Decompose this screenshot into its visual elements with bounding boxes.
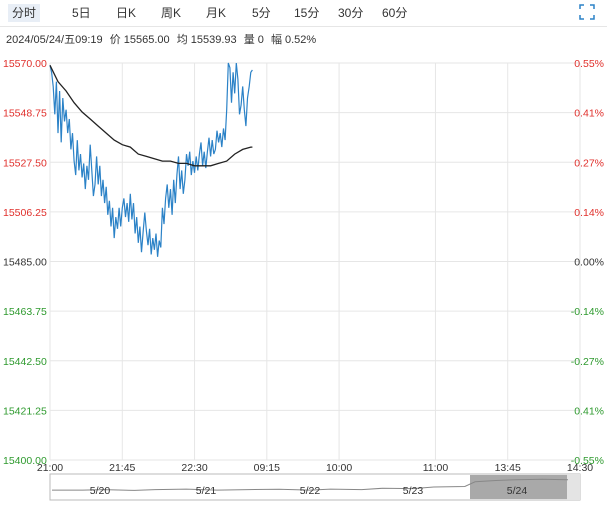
quote-volume: 量 0 [243, 34, 264, 46]
pct-tick-label: -0.27% [571, 356, 604, 368]
pct-tick-label: -0.55% [571, 455, 604, 467]
navigator-date-label: 5/21 [196, 485, 217, 497]
fullscreen-icon[interactable] [579, 4, 595, 20]
pct-tick-label: 0.27% [574, 157, 604, 169]
x-tick-label: 13:45 [495, 462, 521, 474]
x-tick-label: 21:45 [109, 462, 135, 474]
pct-tick-label: 0.41% [574, 108, 604, 120]
y-tick-label: 15506.25 [3, 207, 47, 219]
y-tick-label: 15400.00 [3, 455, 47, 467]
pct-tick-label: 0.55% [574, 58, 604, 70]
navigator-date-label: 5/22 [300, 485, 321, 497]
navigator-date-label: 5/23 [403, 485, 424, 497]
tab-5min[interactable]: 5分 [252, 6, 271, 20]
navigator-scrollbar [567, 474, 580, 500]
price-line [49, 62, 253, 257]
quote-average: 均 15539.93 [176, 34, 237, 46]
pct-tick-label: 0.41% [574, 405, 604, 417]
navigator-date-label: 5/20 [90, 485, 111, 497]
tab-weekly-k[interactable]: 周K [161, 6, 182, 20]
pct-tick-label: 0.00% [574, 257, 604, 269]
tab-5day[interactable]: 5日 [72, 6, 91, 20]
pct-tick-label: 0.14% [574, 207, 604, 219]
x-tick-label: 10:00 [326, 462, 352, 474]
tab-daily-k[interactable]: 日K [116, 6, 137, 20]
navigator-trend [52, 478, 569, 491]
tab-15min[interactable]: 15分 [294, 6, 320, 20]
x-tick-label: 21:00 [37, 462, 63, 474]
tab-30min[interactable]: 30分 [338, 6, 364, 20]
y-tick-label: 15421.25 [3, 405, 47, 417]
quote-datetime: 2024/05/24/五09:19 [6, 34, 103, 46]
y-tick-label: 15442.50 [3, 356, 47, 368]
navigator-date-label: 5/24 [507, 485, 528, 497]
x-tick-label: 22:30 [181, 462, 207, 474]
pct-tick-label: -0.14% [571, 306, 604, 318]
quote-price: 价 15565.00 [109, 34, 170, 46]
x-tick-label: 09:15 [254, 462, 280, 474]
quote-info: 2024/05/24/五09:19 价 15565.00 均 15539.93 … [6, 31, 320, 47]
x-tick-label: 11:00 [423, 462, 449, 474]
x-tick-label: 14:30 [567, 462, 593, 474]
tab-monthly-k[interactable]: 月K [206, 6, 227, 20]
period-tabs: 分时 5日 日K 周K 月K 5分 15分 30分 60分 [0, 0, 607, 27]
tab-60min[interactable]: 60分 [382, 6, 408, 20]
quote-change: 幅 0.52% [270, 34, 317, 46]
y-tick-label: 15485.00 [3, 257, 47, 269]
average-price-line [49, 65, 253, 167]
y-tick-label: 15570.00 [3, 58, 47, 70]
y-tick-label: 15463.75 [3, 306, 47, 318]
y-tick-label: 15548.75 [3, 108, 47, 120]
tab-intraday[interactable]: 分时 [8, 4, 41, 22]
y-tick-label: 15527.50 [3, 157, 47, 169]
